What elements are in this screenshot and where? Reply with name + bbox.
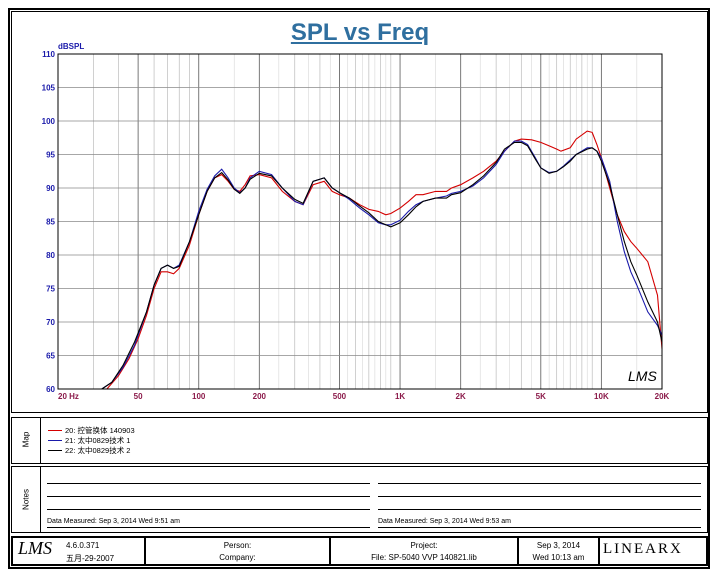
map-entries: 20: 控管换体 140903 21: 太中0829技术 1 22: 太中0829技… xyxy=(48,425,135,455)
x-tick-label: 10K xyxy=(594,392,609,401)
file-label: File: SP-5040 VVP 140821.lib xyxy=(371,553,477,562)
y-tick-labels: 110 105 100 95 90 85 80 75 70 65 60 xyxy=(42,50,56,394)
x-tick-label: 50 xyxy=(134,392,143,401)
measured-left: Data Measured: Sep 3, 2014 Wed 9:51 am xyxy=(47,518,180,525)
person-label: Person: xyxy=(223,541,252,550)
map-entry: 20: 控管换体 140903 xyxy=(48,425,135,435)
series-line-1 xyxy=(106,130,663,390)
y-tick-label: 80 xyxy=(46,251,55,260)
measured-underline-right xyxy=(378,527,701,528)
y-tick-label: 60 xyxy=(46,385,55,394)
chart-grid xyxy=(57,53,663,390)
notes-line-1l xyxy=(47,483,370,484)
y-tick-label: 105 xyxy=(42,84,56,93)
x-tick-label: 20K xyxy=(655,392,670,401)
plot-border xyxy=(57,53,663,390)
y-tick-label: 65 xyxy=(46,352,55,361)
project-label: Project: xyxy=(410,541,438,550)
map-label: Map xyxy=(21,431,31,448)
footer-time: Wed 10:13 am xyxy=(532,553,585,562)
footer-date: Sep 3, 2014 xyxy=(536,541,581,550)
map-entry: 21: 太中0829技术 1 xyxy=(48,435,135,445)
notes-line-3r xyxy=(378,509,701,510)
notes-line-3l xyxy=(47,509,370,510)
map-entry-swatch xyxy=(48,449,62,451)
plot-panel xyxy=(11,11,708,413)
series-line-2 xyxy=(101,140,663,390)
x-tick-label: 100 xyxy=(192,392,206,401)
lms-logo: LMS xyxy=(18,538,53,558)
footer-div-2 xyxy=(329,536,331,566)
x-tick-labels: 20 Hz 50 100 200 500 1K 2K 5K 10K 20K xyxy=(58,392,670,401)
measured-right: Data Measured: Sep 3, 2014 Wed 9:53 am xyxy=(378,518,511,525)
linearx-logo: LINEARX xyxy=(603,541,683,557)
company-label: Company: xyxy=(219,553,256,562)
y-tick-label: 95 xyxy=(46,151,55,160)
map-label-box xyxy=(11,417,41,464)
y-tick-label: 110 xyxy=(42,50,55,59)
x-tick-label: 500 xyxy=(333,392,347,401)
y-tick-label: 75 xyxy=(46,285,55,294)
y-tick-label: 85 xyxy=(46,218,55,227)
notes-label: Notes xyxy=(21,489,31,510)
y-axis-label: dBSPL xyxy=(58,42,84,51)
x-tick-label: 20 Hz xyxy=(58,392,79,401)
measured-underline-left xyxy=(47,527,370,528)
map-entry-label: 22: 太中0829技术 2 xyxy=(65,445,131,455)
notes-label-box xyxy=(11,466,41,533)
series-line-3 xyxy=(101,141,663,390)
footer-div-4 xyxy=(598,536,600,566)
footer-div-3 xyxy=(517,536,519,566)
x-tick-label: 200 xyxy=(253,392,267,401)
series-lines xyxy=(101,130,663,390)
notes-line-1r xyxy=(378,483,701,484)
build-date-text: 五月-29-2007 xyxy=(66,554,115,563)
y-tick-label: 90 xyxy=(46,184,55,193)
map-entry-swatch xyxy=(48,429,62,431)
map-panel xyxy=(11,417,708,464)
footer-bar xyxy=(11,536,708,566)
watermark-lms: LMS xyxy=(628,368,657,384)
notes-line-2r xyxy=(378,496,701,497)
y-tick-label: 70 xyxy=(46,318,55,327)
map-entry-label: 20: 控管换体 140903 xyxy=(65,425,135,435)
map-entry-swatch xyxy=(48,439,62,441)
y-tick-label: 100 xyxy=(42,117,56,126)
notes-line-2l xyxy=(47,496,370,497)
chart-title: SPL vs Freq xyxy=(290,19,430,46)
x-tick-label: 2K xyxy=(456,392,466,401)
x-tick-label: 5K xyxy=(536,392,546,401)
x-tick-label: 1K xyxy=(395,392,405,401)
version-text: 4.6.0.371 xyxy=(66,541,100,550)
map-entry-label: 21: 太中0829技术 1 xyxy=(65,435,131,445)
footer-div-1 xyxy=(144,536,146,566)
map-entry: 22: 太中0829技术 2 xyxy=(48,445,135,455)
notes-panel xyxy=(11,466,708,533)
